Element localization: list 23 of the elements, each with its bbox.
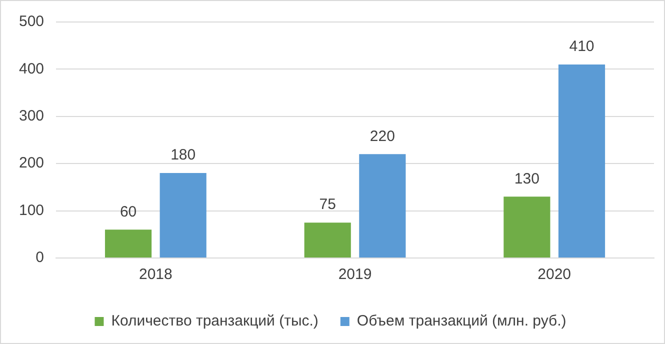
bar: [359, 154, 406, 258]
y-tick-label: 200: [18, 154, 44, 172]
x-tick-label: 2020: [538, 266, 572, 284]
y-tick-label: 0: [36, 249, 44, 266]
y-tick-label: 500: [18, 13, 44, 30]
y-tick-label: 100: [18, 202, 44, 219]
legend-label: Объем транзакций (млн. руб.): [356, 312, 566, 330]
data-label: 60: [120, 203, 137, 220]
bar: [558, 64, 606, 258]
bar: [304, 222, 351, 258]
x-tick-label: 2018: [139, 266, 172, 284]
bar: [104, 230, 152, 258]
bar: [160, 173, 206, 258]
data-label: 220: [370, 128, 395, 145]
y-tick-label: 300: [18, 108, 44, 125]
data-label: 410: [569, 38, 594, 56]
bar: [504, 196, 550, 258]
y-tick-label: 400: [18, 60, 44, 78]
data-label: 75: [319, 196, 336, 214]
x-tick-label: 2019: [338, 266, 372, 284]
data-label: 180: [170, 146, 196, 164]
data-label: 130: [514, 170, 540, 188]
legend-label: Количество транзакций (тыс.): [111, 312, 318, 330]
